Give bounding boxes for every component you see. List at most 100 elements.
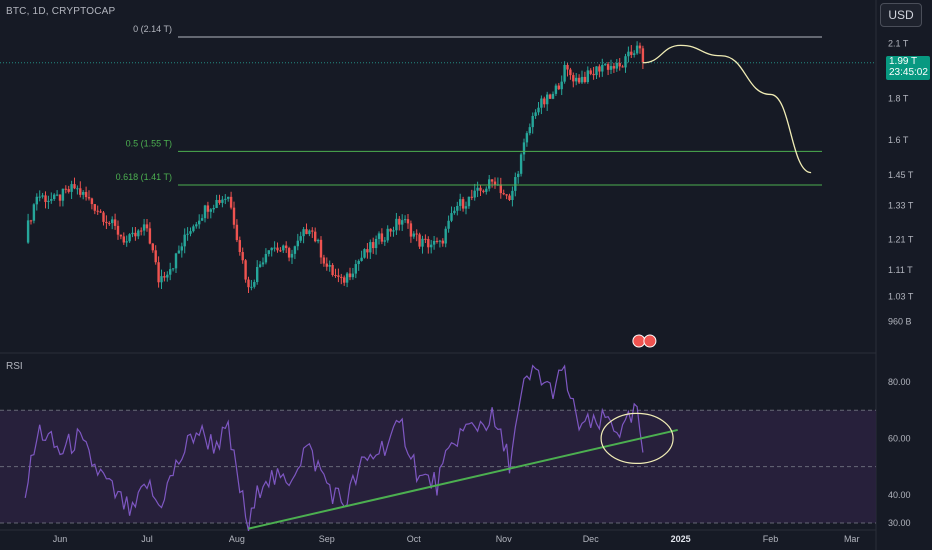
candle-up xyxy=(203,205,207,219)
candle-up xyxy=(354,264,357,274)
time-axis-tick: Nov xyxy=(496,534,513,544)
candle-up xyxy=(82,191,85,195)
candle-up xyxy=(554,85,558,94)
candle-up xyxy=(316,239,320,242)
candle-up xyxy=(444,228,447,244)
candle-down xyxy=(67,189,70,192)
highlight-ellipse[interactable] xyxy=(600,412,674,464)
candle-up xyxy=(374,238,378,249)
candle-up xyxy=(525,133,529,143)
candle-down xyxy=(58,194,62,201)
candle-up xyxy=(432,240,436,245)
candle-up xyxy=(534,112,537,116)
candle-up xyxy=(41,195,44,197)
candle-down xyxy=(618,63,621,67)
candle-down xyxy=(569,69,572,76)
candle-down xyxy=(102,212,105,222)
candle-up xyxy=(345,273,349,283)
candle-up xyxy=(488,179,491,189)
candle-down xyxy=(154,250,157,263)
candle-down xyxy=(482,190,485,192)
candle-up xyxy=(253,282,256,287)
candle-up xyxy=(575,77,578,82)
candle-down xyxy=(372,242,375,249)
candle-up xyxy=(473,190,476,198)
candle-up xyxy=(580,76,584,83)
candle-down xyxy=(145,224,149,229)
candle-down xyxy=(598,66,601,72)
candle-down xyxy=(322,257,326,264)
candle-down xyxy=(87,197,91,199)
rsi-axis-tick: 60.00 xyxy=(888,433,911,443)
candle-up xyxy=(137,230,140,237)
candle-up xyxy=(299,236,302,241)
fib-level-label: 0.618 (1.41 T) xyxy=(116,172,172,182)
last-price-badge: 1.99 T 23:45:02 xyxy=(886,56,930,80)
candle-down xyxy=(232,207,236,225)
candle-up xyxy=(450,213,453,221)
candle-up xyxy=(609,66,613,70)
last-price-value: 1.99 T xyxy=(889,56,918,67)
candle-down xyxy=(247,279,250,288)
candle-up xyxy=(256,266,259,283)
candle-down xyxy=(435,240,439,242)
candle-down xyxy=(490,179,494,182)
event-marker-icon[interactable] xyxy=(632,334,646,348)
candle-down xyxy=(621,66,624,68)
candle-up xyxy=(540,98,543,108)
currency-button[interactable]: USD xyxy=(880,3,922,27)
candle-up xyxy=(511,190,514,201)
candle-up xyxy=(476,187,479,191)
candle-down xyxy=(380,233,384,242)
candle-up xyxy=(250,286,253,288)
candle-up xyxy=(169,269,172,275)
candle-down xyxy=(348,273,352,278)
candle-down xyxy=(105,221,108,224)
candle-up xyxy=(131,232,134,235)
candle-up xyxy=(38,196,41,198)
event-marker-icon[interactable] xyxy=(643,334,657,348)
candle-down xyxy=(331,265,334,276)
rsi-axis-tick: 80.00 xyxy=(888,377,911,387)
candle-down xyxy=(134,232,137,237)
candle-up xyxy=(586,70,589,83)
candle-down xyxy=(311,230,314,232)
rsi-line xyxy=(24,364,644,532)
candle-up xyxy=(531,115,534,128)
time-axis-tick: Oct xyxy=(407,534,422,544)
candle-down xyxy=(79,188,82,195)
candle-up xyxy=(128,234,131,242)
time-axis-tick: Aug xyxy=(229,534,245,544)
candle-up xyxy=(467,196,471,207)
projection-curve[interactable] xyxy=(642,44,812,174)
candle-up xyxy=(290,253,294,258)
candle-down xyxy=(493,181,497,186)
candle-up xyxy=(633,53,636,55)
candle-down xyxy=(612,66,616,69)
candle-up xyxy=(61,188,65,201)
candle-up xyxy=(485,188,488,192)
candle-down xyxy=(241,252,244,261)
candle-down xyxy=(641,48,645,63)
rsi-trendline[interactable] xyxy=(248,428,678,530)
candle-up xyxy=(215,199,218,208)
candle-up xyxy=(351,273,355,278)
candle-up xyxy=(401,220,404,225)
candle-down xyxy=(116,225,120,235)
candle-down xyxy=(119,234,123,237)
candle-up xyxy=(195,224,198,227)
candle-down xyxy=(90,198,94,205)
candle-up xyxy=(546,94,549,105)
candle-up xyxy=(296,240,299,247)
candle-up xyxy=(189,231,192,234)
candle-down xyxy=(84,191,88,198)
price-axis-tick: 1.21 T xyxy=(888,234,914,244)
candle-down xyxy=(470,196,473,198)
candle-down xyxy=(566,64,569,70)
candle-down xyxy=(479,187,482,191)
candle-down xyxy=(427,239,430,248)
candle-up xyxy=(302,229,305,237)
candle-down xyxy=(93,204,96,211)
